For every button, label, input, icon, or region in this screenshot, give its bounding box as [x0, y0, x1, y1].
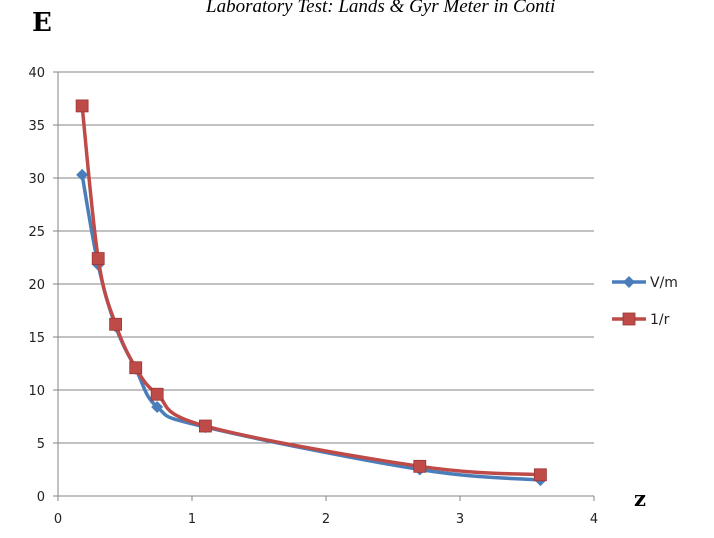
series-line-1-r [80, 105, 541, 477]
data-point-1-r [129, 361, 143, 375]
data-point-1-r [75, 99, 89, 113]
data-point-1-r [198, 419, 212, 433]
series-1-r [75, 99, 547, 482]
y-tick-label: 20 [28, 278, 45, 293]
axes: 0 5 10 15 20 25 30 35 40 0 1 2 3 4 [28, 66, 598, 527]
data-point-1-r [109, 317, 123, 331]
series [75, 99, 547, 487]
data-point-1-r [534, 468, 547, 482]
data-point-v-m [151, 400, 164, 413]
y-tick-label: 15 [28, 331, 45, 346]
data-point-1-r [413, 459, 427, 473]
x-tick-label: 1 [188, 512, 196, 527]
grid [58, 71, 594, 444]
x-tick-label: 4 [590, 512, 598, 527]
data-point-1-r [91, 252, 105, 265]
legend-marker-1-r [622, 312, 636, 326]
header-title: Laboratory Test: Lands & Gyr Meter in Co… [206, 0, 556, 17]
x-tick-label: 3 [456, 512, 464, 527]
x-axis-label: z [634, 486, 646, 511]
legend-label-1-r: 1/r [650, 312, 670, 328]
data-point-1-r [150, 387, 164, 401]
series-line-v-m [80, 174, 541, 482]
legend-item-1-r: 1/r [612, 312, 670, 328]
y-tick-label: 5 [37, 437, 45, 452]
series-v-m [76, 168, 547, 487]
x-tick-label: 0 [54, 512, 62, 527]
y-tick-label: 25 [28, 225, 45, 240]
legend: V/m 1/r [612, 275, 678, 328]
legend-label-v-m: V/m [650, 275, 678, 291]
y-tick-label: 30 [28, 172, 45, 187]
y-tick-label: 0 [37, 490, 45, 505]
y-axis-label: E [32, 8, 52, 38]
y-tick-label: 40 [28, 66, 45, 81]
x-tick-label: 2 [322, 512, 330, 527]
legend-marker-v-m [623, 276, 635, 288]
y-tick-label: 35 [28, 119, 45, 134]
data-point-v-m [76, 168, 89, 181]
y-tick-label: 10 [28, 384, 45, 399]
legend-item-v-m: V/m [612, 275, 678, 291]
